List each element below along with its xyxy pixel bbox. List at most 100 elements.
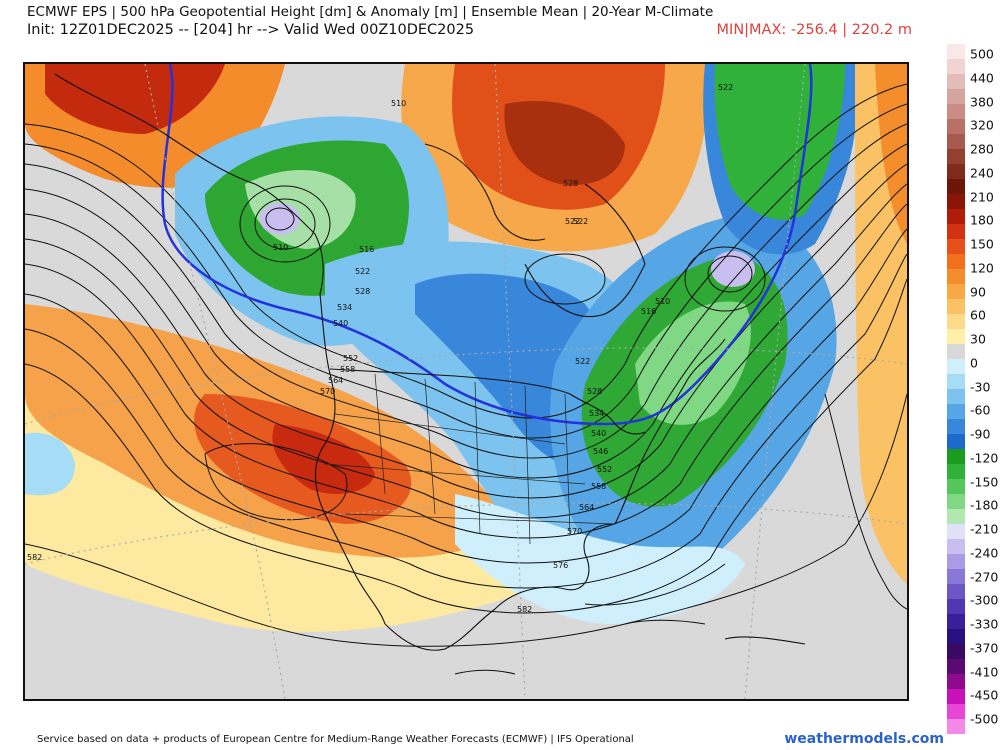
contour-label: 570 — [567, 527, 582, 536]
colorbar-swatch — [947, 509, 965, 524]
contour-labels: 510 522 528 510 516 522 528 534 540 552 … — [27, 83, 733, 614]
contour-label: 516 — [359, 245, 374, 254]
contour-label: 546 — [593, 447, 608, 456]
colorbar-label: 180 — [970, 212, 994, 228]
colorbar-swatch — [947, 59, 965, 74]
colorbar-label: -210 — [970, 521, 999, 537]
colorbar-swatch — [947, 89, 965, 104]
colorbar-label: 380 — [970, 94, 994, 109]
colorbar-swatch — [947, 554, 965, 569]
contour-label: 564 — [328, 376, 343, 385]
colorbar-swatch — [947, 539, 965, 554]
colorbar-swatch — [947, 689, 965, 704]
colorbar-swatch — [947, 284, 965, 299]
contour-label: 582 — [517, 605, 532, 614]
contour-label: 528 — [355, 287, 370, 296]
colorbar-swatch — [947, 119, 965, 134]
colorbar-label: -120 — [970, 450, 999, 466]
colorbar-label: -270 — [970, 569, 999, 584]
contour-label: 540 — [591, 429, 606, 438]
colorbar-swatch — [947, 104, 965, 119]
colorbar-label: -450 — [970, 687, 999, 703]
anomaly-arctic-ridge-max — [504, 100, 625, 185]
colorbar-label: 280 — [970, 141, 994, 157]
colorbar-swatch — [947, 194, 965, 209]
anomaly-arctic-trough-green — [714, 64, 845, 220]
contour-label: 522 — [575, 357, 590, 366]
contour-label: 522 — [573, 217, 588, 226]
colorbar-swatch — [947, 434, 965, 449]
colorbar-label: 440 — [970, 70, 994, 86]
contour-label: 528 — [587, 387, 602, 396]
contour-label: 540 — [333, 319, 348, 328]
colorbar-swatch — [947, 404, 965, 419]
colorbar-swatch — [947, 464, 965, 479]
colorbar-swatch — [947, 134, 965, 149]
colorbar-label: 500 — [970, 46, 994, 62]
colorbar-swatch — [947, 344, 965, 359]
colorbar-label: -410 — [970, 664, 999, 679]
contour-label: 510 — [273, 243, 288, 252]
colorbar-swatch — [947, 359, 965, 374]
colorbar-label: -300 — [970, 592, 999, 608]
contour-label: 558 — [591, 482, 606, 491]
state-borders — [324, 373, 616, 545]
colorbar-swatch — [947, 704, 965, 719]
colorbar-label: -90 — [970, 426, 991, 442]
colorbar-swatch — [947, 494, 965, 509]
contour-label: 534 — [337, 303, 352, 312]
colorbar-label: -30 — [970, 379, 991, 394]
colorbar-swatch — [947, 254, 965, 269]
contour-label: 510 — [655, 297, 670, 306]
colorbar-swatch — [947, 569, 965, 584]
coastlines — [54, 73, 806, 675]
blue-reference-contour — [161, 64, 813, 426]
colorbar-swatch — [947, 224, 965, 239]
colorbar-swatch — [947, 644, 965, 659]
colorbar-swatch — [947, 299, 965, 314]
colorbar-swatch — [947, 449, 965, 464]
colorbar-swatch — [947, 584, 965, 599]
anomaly-map: 510 522 528 510 516 522 528 534 540 552 … — [23, 62, 909, 701]
colorbar-swatch — [947, 674, 965, 689]
colorbar-swatch — [947, 629, 965, 644]
colorbar-swatch — [947, 209, 965, 224]
colorbar-swatch — [947, 329, 965, 344]
colorbar-label: -60 — [970, 402, 991, 418]
contour-label: 558 — [340, 365, 355, 374]
contour-label: 564 — [579, 503, 594, 512]
colorbar-label: 30 — [970, 331, 986, 347]
colorbar-label: 240 — [970, 165, 994, 181]
contour-label: 522 — [565, 217, 580, 226]
colorbar-label: 120 — [970, 260, 994, 276]
colorbar-swatch — [947, 239, 965, 254]
colorbar-label: 60 — [970, 307, 986, 323]
colorbar-swatch — [947, 44, 965, 59]
colorbar-swatch — [947, 659, 965, 674]
data-credit: Service based on data + products of Euro… — [37, 734, 634, 745]
contour-label: 576 — [553, 561, 568, 570]
colorbar-label: -150 — [970, 474, 999, 489]
contour-label: 552 — [343, 354, 358, 363]
graticule — [25, 64, 907, 699]
colorbar-swatch — [947, 719, 965, 734]
colorbar-swatch — [947, 599, 965, 614]
colorbar-label: -240 — [970, 545, 999, 561]
anomaly-colorbar — [947, 44, 965, 734]
colorbar-swatch — [947, 269, 965, 284]
colorbar-swatch — [947, 524, 965, 539]
colorbar-swatch — [947, 389, 965, 404]
contour-label: 534 — [589, 409, 604, 418]
map-title: ECMWF EPS | 500 hPa Geopotential Height … — [27, 4, 714, 20]
site-link[interactable]: weathermodels.com — [784, 731, 944, 747]
anomaly-pacific-ridge-core — [45, 64, 225, 134]
contour-label: 570 — [320, 387, 335, 396]
colorbar-swatch — [947, 479, 965, 494]
minmax-readout: MIN|MAX: -256.4 | 220.2 m — [716, 22, 912, 38]
contour-label: 516 — [641, 307, 656, 316]
colorbar-swatch — [947, 614, 965, 629]
init-valid-line: Init: 12Z01DEC2025 -- [204] hr --> Valid… — [27, 22, 475, 38]
colorbar-label: -330 — [970, 616, 999, 632]
colorbar-label: 0 — [970, 355, 978, 371]
colorbar-label: 320 — [970, 117, 994, 133]
